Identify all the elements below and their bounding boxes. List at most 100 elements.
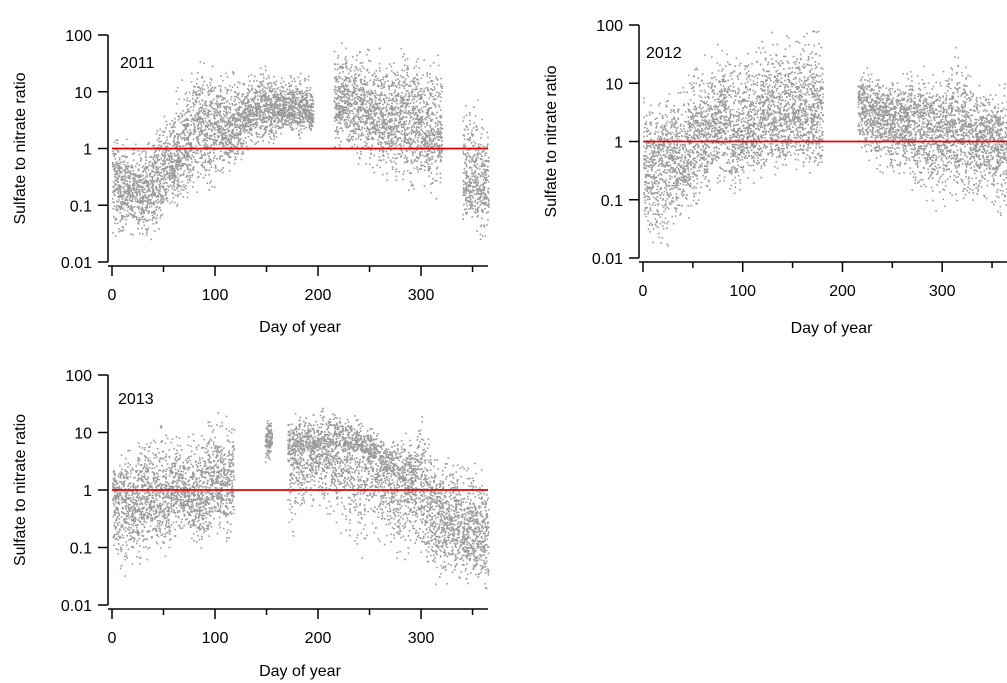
data-point [335, 92, 338, 95]
data-point [160, 171, 163, 174]
data-point [126, 195, 129, 198]
data-point [225, 111, 228, 113]
data-point [258, 112, 261, 114]
data-point [385, 129, 388, 132]
data-point [182, 164, 184, 166]
data-point [236, 129, 238, 131]
data-point [163, 159, 165, 161]
data-point [119, 190, 122, 193]
data-point [409, 102, 412, 104]
data-point [165, 145, 167, 148]
data-point [277, 111, 279, 113]
data-point [210, 122, 213, 124]
data-point [212, 139, 215, 141]
data-point [238, 126, 240, 129]
data-point [210, 113, 213, 115]
data-point [210, 144, 213, 147]
data-point [265, 78, 268, 80]
data-point [221, 102, 224, 105]
data-point [270, 121, 272, 123]
data-point [310, 129, 312, 131]
data-point [394, 109, 396, 111]
data-point [249, 124, 252, 126]
data-point [187, 123, 190, 125]
data-point [175, 163, 178, 166]
data-point [189, 168, 192, 171]
data-point [139, 190, 141, 193]
data-point [295, 115, 297, 117]
data-point [199, 121, 201, 123]
data-point [141, 211, 143, 214]
data-point [186, 139, 189, 141]
data-point [243, 140, 245, 142]
data-point [261, 83, 264, 86]
data-point [199, 88, 201, 90]
data-point [310, 109, 312, 111]
data-point [117, 163, 119, 165]
data-point [152, 158, 155, 161]
data-point [146, 175, 148, 178]
data-point [157, 177, 159, 180]
data-point [396, 140, 398, 142]
data-point [171, 160, 174, 163]
data-point [296, 90, 299, 92]
data-point [387, 84, 390, 87]
data-point [139, 219, 141, 221]
data-point [240, 142, 242, 144]
data-point [406, 150, 408, 152]
data-point [113, 201, 115, 204]
data-point [375, 79, 378, 81]
data-point [136, 194, 138, 197]
data-point [140, 213, 143, 215]
data-point [155, 185, 157, 188]
data-point [378, 159, 380, 161]
data-point [280, 120, 283, 122]
data-point [146, 165, 148, 168]
data-point [382, 122, 385, 124]
data-point [355, 93, 357, 96]
data-point [377, 79, 380, 82]
data-point [128, 192, 131, 195]
data-point [236, 150, 239, 152]
data-point [197, 161, 200, 164]
data-point [170, 172, 172, 174]
data-point [198, 112, 201, 115]
data-point [335, 104, 337, 107]
data-point [219, 155, 222, 157]
data-point [389, 99, 392, 102]
data-point [161, 186, 164, 188]
data-point [200, 116, 202, 119]
data-point [195, 101, 198, 104]
data-point [296, 112, 298, 114]
data-point [289, 101, 292, 103]
data-point [225, 109, 228, 111]
data-point [387, 140, 390, 142]
data-point [207, 109, 209, 111]
data-point [168, 177, 171, 180]
data-point [231, 124, 233, 127]
data-point [348, 72, 350, 75]
data-point [344, 125, 347, 128]
data-point [270, 82, 273, 85]
data-point [303, 103, 306, 106]
data-point [247, 75, 250, 78]
data-point [388, 135, 391, 137]
data-point [310, 95, 312, 97]
data-point [398, 144, 401, 146]
data-point [342, 111, 345, 114]
data-point [381, 114, 384, 117]
data-point [146, 190, 149, 192]
data-point [274, 114, 277, 116]
data-point [178, 98, 181, 100]
data-point [236, 152, 239, 154]
data-point [245, 145, 248, 148]
data-point [199, 173, 202, 175]
data-point [288, 122, 291, 124]
data-point [186, 153, 189, 155]
data-point [214, 164, 217, 167]
data-point [368, 129, 370, 132]
data-point [142, 187, 145, 189]
data-point [400, 118, 402, 121]
data-point [234, 118, 236, 121]
